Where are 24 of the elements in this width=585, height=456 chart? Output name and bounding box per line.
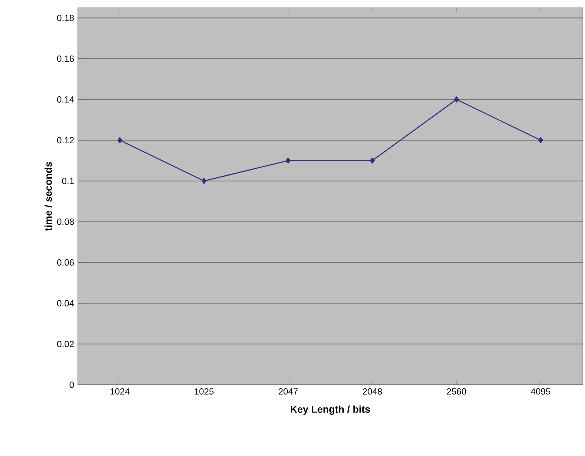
y-tick-label: 0.08 [57, 218, 74, 226]
x-tick-label: 4095 [531, 388, 551, 395]
y-axis-title: time / seconds [44, 162, 52, 231]
y-tick-label: 0.14 [57, 96, 74, 103]
point [202, 178, 207, 184]
y-tick-label: 0 [70, 382, 74, 388]
y-tick-label: 0.06 [57, 260, 74, 266]
point [454, 96, 460, 103]
x-axis-title: Key Length / bits [291, 406, 370, 416]
y-tick-label: 0.12 [57, 137, 74, 144]
y-tick-label: 0.16 [57, 56, 74, 62]
point [118, 137, 122, 144]
y-tick-label: 0.04 [57, 300, 74, 307]
point [370, 158, 375, 164]
x-tick-label: 2560 [447, 388, 466, 395]
x-tick-label: 1024 [110, 388, 130, 395]
y-tick-label: 0.18 [57, 15, 74, 22]
x-tick-label: 1025 [194, 388, 214, 395]
point [286, 158, 291, 164]
point [538, 137, 544, 144]
y-tick-label: 0.02 [57, 341, 74, 348]
x-tick-label: 2047 [278, 388, 298, 395]
y-tick-label: 0.1 [62, 178, 74, 184]
x-tick-label: 2048 [363, 388, 382, 395]
